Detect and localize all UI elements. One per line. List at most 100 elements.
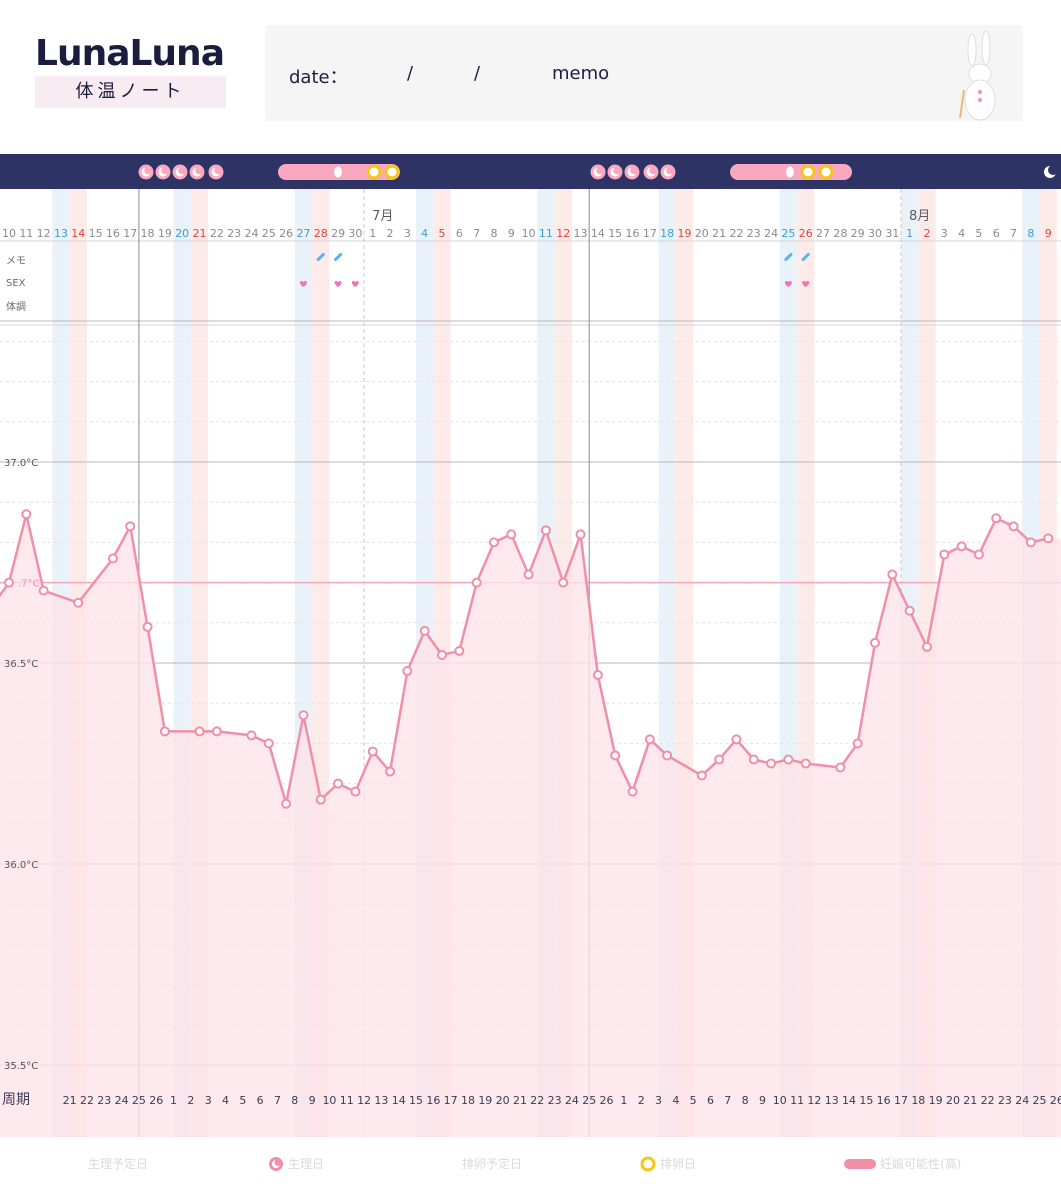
temperature-point[interactable]	[333, 778, 344, 789]
temperature-point[interactable]	[610, 750, 621, 761]
temperature-point[interactable]	[298, 710, 309, 721]
temperature-point[interactable]	[991, 513, 1002, 524]
cycle-day-label: 7	[724, 1094, 731, 1107]
temperature-point[interactable]	[454, 645, 465, 656]
pen-body	[784, 252, 793, 262]
temperature-point[interactable]	[783, 754, 794, 765]
date-label: 22	[210, 227, 224, 240]
date-label: 18	[141, 227, 155, 240]
temperature-point[interactable]	[385, 766, 396, 777]
temperature-point[interactable]	[437, 649, 447, 660]
temperature-point[interactable]	[627, 786, 638, 797]
temperature-point[interactable]	[281, 798, 292, 809]
heart-icon[interactable]	[784, 280, 792, 287]
pen-icon[interactable]	[784, 252, 793, 262]
temperature-point[interactable]	[1043, 533, 1054, 544]
cycle-day-label: 6	[707, 1094, 714, 1107]
temperature-point[interactable]	[73, 597, 84, 608]
temperature-point[interactable]	[870, 637, 880, 648]
cycle-day-label: 21	[513, 1094, 527, 1107]
row-label: メモ	[6, 256, 26, 267]
month-label: 8月	[909, 209, 930, 224]
temperature-point[interactable]	[263, 738, 274, 749]
temperature-point[interactable]	[592, 670, 603, 681]
temperature-point[interactable]	[540, 525, 551, 536]
date-label: 11	[539, 227, 553, 240]
cycle-day-label: 18	[461, 1094, 475, 1107]
temperature-point[interactable]	[21, 509, 32, 520]
temperature-point[interactable]	[4, 577, 14, 588]
temperature-point[interactable]	[211, 726, 222, 737]
date-label: 6	[456, 227, 463, 240]
temperature-point[interactable]	[506, 529, 517, 540]
app-logo[interactable]: LunaLuna 体温ノート	[35, 34, 228, 108]
temperature-point[interactable]	[38, 585, 49, 596]
egg-icon	[786, 166, 794, 178]
pen-icon[interactable]	[316, 252, 325, 262]
date-label: 9	[1045, 227, 1052, 240]
date-label: 27	[816, 227, 830, 240]
temperature-point[interactable]	[194, 726, 205, 737]
temperature-point[interactable]	[800, 758, 811, 769]
date-label: 31	[885, 227, 899, 240]
temperature-point[interactable]	[662, 750, 673, 761]
cycle-day-label: 9	[759, 1094, 766, 1107]
temperature-point[interactable]	[766, 758, 777, 769]
pen-icon[interactable]	[333, 252, 343, 262]
date-label: 14	[591, 227, 605, 240]
temperature-point[interactable]	[939, 549, 950, 560]
date-label: 8	[1027, 227, 1034, 240]
temperature-point[interactable]	[142, 621, 153, 632]
temperature-point[interactable]	[558, 577, 569, 588]
temperature-point[interactable]	[748, 754, 759, 765]
cycle-day-label: 19	[478, 1094, 492, 1107]
moon-shadow	[161, 166, 169, 175]
temperature-point[interactable]	[488, 537, 499, 548]
date-label: 1	[906, 227, 913, 240]
y-axis-label: 37.0°C	[4, 458, 38, 469]
temperature-point[interactable]	[1025, 537, 1036, 548]
temperature-chart[interactable]: 10 11 12 13 14 15 16 17 18 19 20 21 22 23 24 25 26 27 28 29…	[0, 189, 1061, 1137]
temperature-point[interactable]	[315, 794, 326, 805]
temperature-point[interactable]	[523, 569, 534, 580]
moon-shadow	[195, 166, 203, 175]
temperature-point[interactable]	[904, 605, 915, 616]
cycle-day-label: 5	[690, 1094, 697, 1107]
temperature-point[interactable]	[575, 529, 586, 540]
temperature-point[interactable]	[714, 754, 725, 765]
temperature-point[interactable]	[1008, 521, 1019, 532]
cycle-day-label: 2	[187, 1094, 194, 1107]
temperature-point[interactable]	[731, 734, 742, 745]
date-label: 21	[193, 227, 207, 240]
temperature-point[interactable]	[246, 730, 257, 741]
temperature-point[interactable]	[350, 786, 361, 797]
moon-shadow	[1048, 165, 1058, 175]
temperature-point[interactable]	[973, 549, 984, 560]
temperature-area	[0, 514, 1049, 1137]
heart-icon[interactable]	[351, 280, 359, 287]
moon-shadow	[214, 166, 222, 175]
temperature-point[interactable]	[644, 734, 655, 745]
temperature-point[interactable]	[696, 770, 707, 781]
heart-icon[interactable]	[802, 280, 810, 287]
temperature-point[interactable]	[852, 738, 863, 749]
date-label: 8	[490, 227, 497, 240]
date-label: 20	[175, 227, 189, 240]
cycle-day-label: 24	[565, 1094, 579, 1107]
heart-icon[interactable]	[299, 280, 307, 287]
temperature-point[interactable]	[471, 577, 482, 588]
temperature-point[interactable]	[402, 666, 413, 677]
temperature-point[interactable]	[887, 569, 898, 580]
cycle-day-label: 6	[257, 1094, 264, 1107]
yellow-ring-icon	[818, 164, 834, 180]
temperature-point[interactable]	[419, 625, 430, 636]
temperature-point[interactable]	[956, 541, 967, 552]
temperature-point[interactable]	[159, 726, 170, 737]
temperature-point[interactable]	[107, 553, 118, 564]
pen-icon[interactable]	[801, 252, 810, 262]
temperature-point[interactable]	[835, 762, 846, 773]
heart-icon[interactable]	[334, 280, 342, 287]
temperature-point[interactable]	[125, 521, 136, 532]
temperature-point[interactable]	[367, 746, 378, 757]
temperature-point[interactable]	[921, 641, 932, 652]
